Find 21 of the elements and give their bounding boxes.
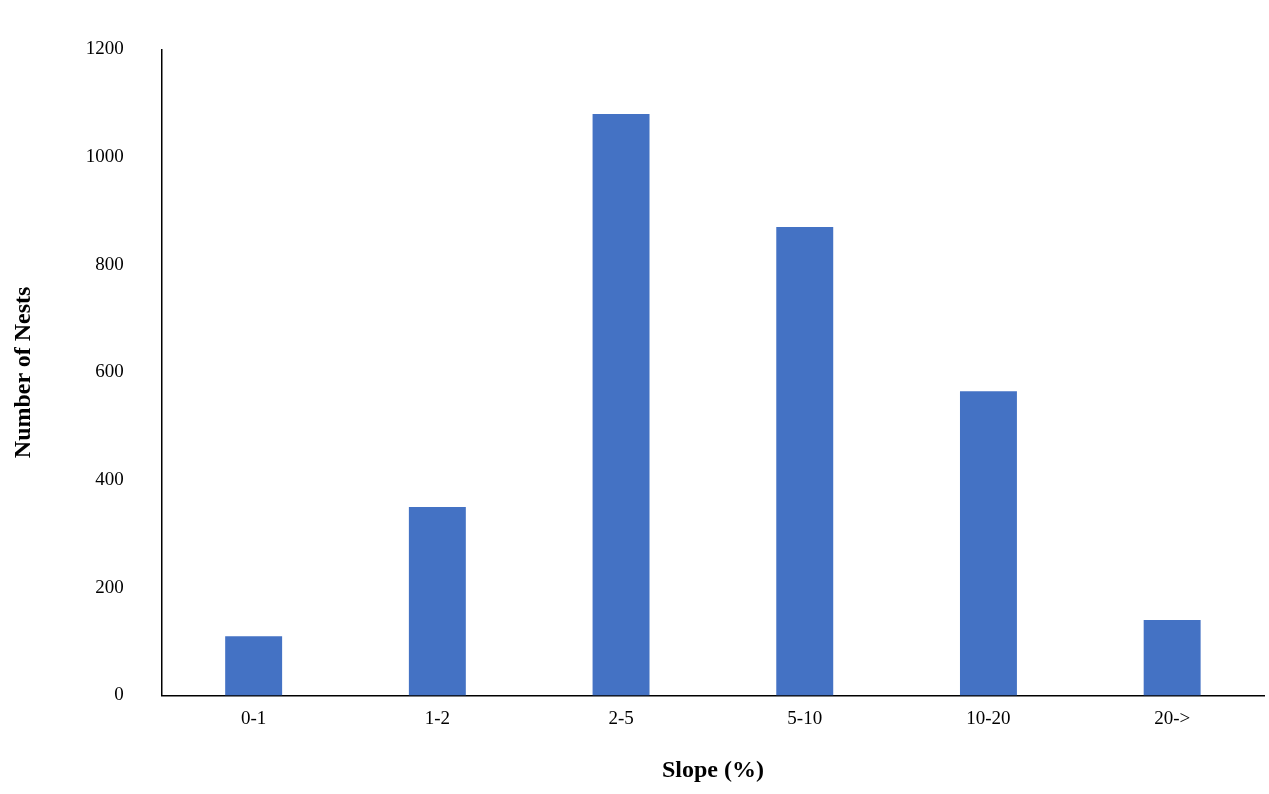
y-axis-title: Number of Nests [8, 286, 35, 459]
x-axis-title: Slope (%) [661, 755, 764, 782]
x-tick-label: 10-20 [966, 706, 1011, 728]
y-tick-label: 800 [95, 252, 124, 274]
bar [776, 227, 834, 696]
x-tick-label: 20-> [1154, 706, 1191, 728]
x-tick-label: 2-5 [608, 706, 634, 728]
x-tick-label: 0-1 [240, 706, 267, 728]
x-tick-label: 1-2 [424, 706, 451, 728]
bar [225, 636, 283, 696]
bar [592, 114, 650, 696]
x-tick-label: 5-10 [787, 706, 823, 728]
y-tick-label: 1200 [85, 37, 124, 59]
bar [959, 391, 1017, 696]
bar [408, 506, 466, 696]
y-tick-label: 1000 [85, 145, 124, 167]
y-tick-label: 200 [95, 575, 124, 597]
bar [1143, 620, 1201, 696]
y-tick-label: 600 [95, 360, 124, 382]
y-tick-label: 400 [95, 468, 124, 490]
y-tick-label: 0 [114, 683, 124, 705]
